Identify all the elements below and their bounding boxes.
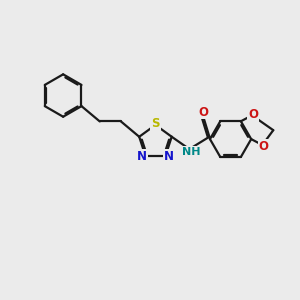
Text: O: O — [259, 140, 269, 153]
Text: O: O — [248, 108, 258, 121]
Text: N: N — [137, 150, 147, 163]
Text: N: N — [164, 150, 174, 163]
Text: NH: NH — [182, 147, 200, 157]
Text: S: S — [151, 117, 160, 130]
Text: O: O — [198, 106, 208, 118]
